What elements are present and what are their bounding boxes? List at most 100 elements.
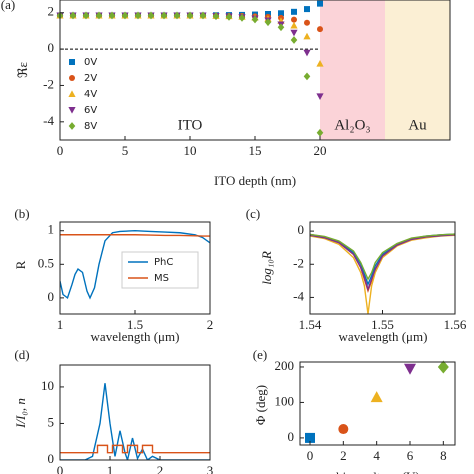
- series-line: [60, 383, 210, 460]
- x-tick-label: 20: [314, 143, 327, 158]
- x-tick-label: 1: [57, 317, 64, 332]
- legend-marker: [69, 75, 75, 81]
- marker: [303, 32, 311, 40]
- panel-label: (a): [1, 0, 15, 12]
- axes-frame: [59, 364, 211, 461]
- y-tick-label: -2: [43, 76, 54, 91]
- legend-marker: [69, 59, 75, 65]
- y-axis-label: Φ (deg): [253, 385, 268, 425]
- legend-label: 0V: [84, 57, 97, 68]
- marker: [212, 12, 220, 21]
- marker: [264, 18, 272, 27]
- plot-area: [60, 230, 210, 300]
- y-tick-label: 10: [41, 378, 54, 393]
- y-tick-label: 2: [48, 4, 55, 19]
- legend-label: MS: [154, 273, 169, 284]
- series-line: [310, 233, 455, 281]
- x-tick-label: 1.55: [371, 317, 394, 332]
- x-axis-label: ITO depth (nm): [214, 173, 296, 188]
- y-tick-label: 0: [48, 451, 55, 466]
- panel-label: (e): [253, 347, 267, 362]
- panel-label: (c): [246, 206, 260, 221]
- marker: [317, 26, 323, 33]
- series-line: [60, 234, 210, 237]
- x-tick-label: 0: [57, 143, 64, 158]
- x-tick-label: 0: [307, 448, 314, 463]
- marker: [69, 11, 77, 20]
- y-tick-label: 0: [48, 289, 55, 304]
- x-tick-label: 1.5: [127, 317, 143, 332]
- series-line: [60, 230, 210, 300]
- marker: [370, 391, 383, 403]
- marker: [277, 23, 285, 32]
- series-line: [310, 234, 455, 293]
- marker: [147, 11, 155, 20]
- x-tick-label: 2: [157, 463, 164, 474]
- x-axis-label: bias voltage (V): [336, 469, 420, 474]
- x-tick-label: 8: [440, 448, 447, 463]
- y-tick-label: 0: [298, 222, 305, 237]
- y-tick-label: 5: [48, 414, 55, 429]
- y-tick-label: 1: [48, 222, 55, 237]
- legend-marker: [68, 107, 76, 114]
- x-tick-label: 10: [184, 143, 197, 158]
- marker: [95, 11, 103, 20]
- region: [385, 0, 450, 140]
- y-axis-label: ℜε: [15, 61, 30, 78]
- y-tick-label: -4: [293, 288, 304, 303]
- marker: [186, 11, 194, 20]
- series-line: [310, 234, 455, 314]
- marker: [291, 8, 297, 15]
- panel-label: (b): [14, 206, 29, 221]
- y-axis-label: R: [13, 260, 28, 269]
- x-tick-label: 1.54: [299, 317, 322, 332]
- marker: [290, 29, 298, 37]
- marker: [303, 49, 311, 57]
- series-line: [310, 234, 455, 292]
- region-label: Al₂O₃: [334, 117, 370, 133]
- x-tick-label: 6: [407, 448, 414, 463]
- axes-frame: [299, 361, 456, 446]
- y-tick-label: 100: [275, 393, 295, 408]
- x-tick-label: 2: [207, 317, 214, 332]
- x-tick-label: 5: [122, 143, 129, 158]
- x-tick-label: 1.56: [444, 317, 467, 332]
- marker: [238, 13, 246, 22]
- marker: [290, 36, 298, 44]
- marker: [134, 11, 142, 20]
- marker: [291, 16, 297, 23]
- y-tick-label: 200: [275, 358, 295, 373]
- marker: [404, 363, 416, 375]
- x-axis-label: wavelength (μm): [91, 329, 180, 344]
- legend-label: 6V: [84, 105, 97, 116]
- marker: [437, 360, 449, 374]
- x-tick-label: 0: [57, 463, 64, 474]
- x-axis-label: wavelength (μm): [339, 329, 428, 344]
- annotation: ITO: [178, 117, 203, 133]
- y-tick-label: -2: [293, 255, 304, 270]
- marker: [225, 13, 233, 21]
- plot-area: [310, 233, 455, 314]
- panel-label: (d): [14, 347, 29, 362]
- marker: [82, 11, 90, 20]
- x-tick-label: 15: [249, 143, 262, 158]
- legend-label: 4V: [84, 89, 97, 100]
- marker: [316, 93, 324, 100]
- x-tick-label: 4: [373, 448, 380, 463]
- region-label: Au: [408, 117, 427, 133]
- x-tick-label: 2: [340, 448, 347, 463]
- y-tick-label: -4: [43, 113, 54, 128]
- y-tick-label: 0.5: [38, 255, 54, 270]
- y-axis-label: I/I₀, n: [13, 398, 28, 429]
- marker: [199, 11, 207, 20]
- marker: [304, 6, 310, 13]
- marker: [121, 11, 129, 20]
- marker: [316, 128, 324, 137]
- legend-box: [121, 251, 199, 289]
- y-tick-label: 0: [288, 429, 295, 444]
- marker: [251, 15, 259, 24]
- legend-label: 2V: [84, 73, 97, 84]
- x-tick-label: 3: [207, 463, 214, 474]
- legend-label: PhC: [154, 257, 173, 268]
